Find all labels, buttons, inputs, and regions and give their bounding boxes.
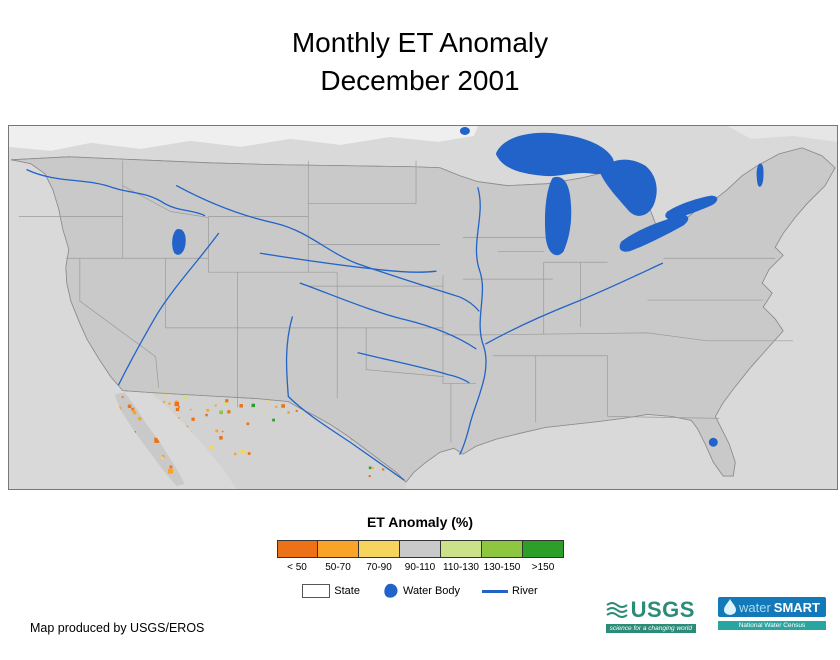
river-red	[357, 352, 470, 384]
watersmart-word-smart: SMART	[773, 599, 820, 615]
legend: ET Anomaly (%) < 50 50-70 70-90 90-110 110-1…	[0, 514, 840, 599]
legend-water-body-item: Water Body	[382, 583, 460, 599]
legend-class-label: 70-90	[366, 562, 392, 573]
legend-state-item: State	[302, 584, 360, 598]
lake-michigan	[544, 176, 572, 256]
map-area	[8, 125, 838, 490]
river-colorado	[118, 232, 220, 386]
watersmart-word-water: water	[738, 599, 771, 615]
watersmart-tagline: National Water Census	[717, 621, 826, 630]
water-body-icon	[384, 583, 398, 598]
river-arkansas	[299, 282, 477, 350]
lake-ontario	[665, 195, 718, 220]
river-line-icon	[482, 589, 509, 593]
map-title: Monthly ET Anomaly December 2001	[0, 24, 840, 100]
legend-class-label: 110-130	[443, 562, 479, 573]
usgs-wordmark: USGS	[630, 597, 695, 622]
legend-class-swatch	[440, 540, 482, 558]
state-borders	[18, 160, 794, 443]
legend-class: 110-130	[440, 540, 482, 573]
water-drop-icon	[723, 599, 736, 615]
logos: USGS science for a changing world water S…	[605, 597, 826, 633]
rivers	[26, 169, 664, 481]
map-credit: Map produced by USGS/EROS	[30, 621, 205, 635]
legend-overlays: State Water Body River	[0, 583, 840, 599]
river-ohio	[485, 262, 664, 345]
baja-peninsula	[114, 392, 185, 487]
legend-water-body-label: Water Body	[402, 585, 461, 597]
river-columbia-snake	[26, 169, 206, 217]
title-line2: December 2001	[320, 65, 520, 96]
legend-class-swatch	[276, 540, 318, 558]
lake-huron	[599, 159, 657, 216]
water-bodies	[172, 126, 764, 447]
river-platte	[259, 252, 437, 273]
legend-class: 50-70	[317, 540, 359, 573]
legend-class-label: >150	[531, 562, 555, 573]
usgs-waves-icon	[605, 602, 628, 618]
state-outline-icon	[302, 584, 331, 598]
title-line1: Monthly ET Anomaly	[291, 27, 549, 58]
legend-color-ramp: < 50 50-70 70-90 90-110 110-130 130-150 >150	[0, 540, 840, 573]
lake-erie	[619, 215, 689, 252]
legend-class: >150	[522, 540, 564, 573]
legend-class-label: 50-70	[325, 562, 351, 573]
watersmart-logo: water SMART National Water Census	[717, 597, 826, 630]
lake-okeechobee	[708, 437, 718, 447]
mexico-area	[150, 392, 407, 489]
legend-class-swatch	[358, 540, 400, 558]
legend-class-label: 90-110	[404, 562, 436, 573]
lake-champlain	[756, 163, 764, 187]
legend-class: < 50	[276, 540, 318, 573]
us-et-anomaly-map	[9, 126, 837, 489]
legend-state-label: State	[334, 585, 360, 597]
canada-area-east	[727, 126, 837, 142]
legend-class-swatch	[481, 540, 523, 558]
great-salt-lake	[172, 229, 186, 255]
usgs-tagline: science for a changing world	[605, 624, 696, 633]
legend-title: ET Anomaly (%)	[366, 514, 474, 530]
legend-class-label: < 50	[287, 562, 307, 573]
legend-class: 130-150	[481, 540, 523, 573]
legend-class: 90-110	[399, 540, 441, 573]
lake-superior	[495, 132, 614, 177]
legend-class-swatch	[522, 540, 564, 558]
river-mississippi	[459, 187, 487, 455]
canada-area-west	[9, 126, 478, 151]
legend-river-label: River	[512, 585, 538, 597]
river-rio-grande	[285, 316, 405, 481]
lake-of-the-woods	[459, 126, 470, 135]
legend-class-label: 130-150	[483, 562, 521, 573]
legend-class-swatch	[317, 540, 359, 558]
legend-river-item: River	[482, 585, 538, 597]
legend-class: 70-90	[358, 540, 400, 573]
river-missouri	[175, 185, 480, 312]
legend-class-swatch	[399, 540, 441, 558]
usgs-logo: USGS science for a changing world	[605, 597, 696, 633]
